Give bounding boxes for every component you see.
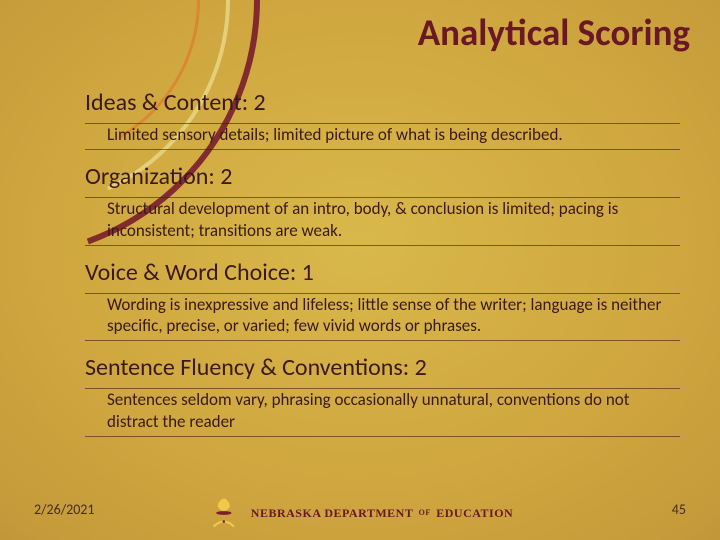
criterion-heading: Organization: 2: [85, 162, 680, 191]
dept-text: NEBRASKA DEPARTMENT OF EDUCATION: [251, 506, 513, 521]
content-area: Ideas & Content: 2 Limited sensory detai…: [85, 88, 680, 437]
criterion-desc: Wording is inexpressive and lifeless; li…: [107, 294, 680, 337]
footer: 2/26/2021 45 NEBRASKA DEPARTMENT OF EDUC…: [0, 486, 720, 540]
divider: [85, 340, 680, 341]
footer-date: 2/26/2021: [34, 501, 94, 518]
criterion-desc: Limited sensory details; limited picture…: [107, 124, 680, 145]
dept-logo: NEBRASKA DEPARTMENT OF EDUCATION: [207, 496, 513, 530]
criterion-desc: Sentences seldom vary, phrasing occasion…: [107, 389, 680, 432]
dept-label-2: EDUCATION: [436, 506, 513, 520]
divider: [85, 245, 680, 246]
page-number: 45: [672, 501, 686, 518]
slide: Analytical Scoring Ideas & Content: 2 Li…: [0, 0, 720, 540]
criterion-heading: Voice & Word Choice: 1: [85, 258, 680, 287]
criterion-desc: Structural development of an intro, body…: [107, 198, 680, 241]
divider: [85, 436, 680, 437]
dept-of: OF: [419, 508, 431, 517]
criterion-heading: Sentence Fluency & Conventions: 2: [85, 353, 680, 382]
dept-label-1: NEBRASKA DEPARTMENT: [251, 506, 413, 520]
slide-title: Analytical Scoring: [418, 10, 690, 55]
torch-icon: [207, 496, 241, 530]
divider: [85, 149, 680, 150]
criterion-heading: Ideas & Content: 2: [85, 88, 680, 117]
